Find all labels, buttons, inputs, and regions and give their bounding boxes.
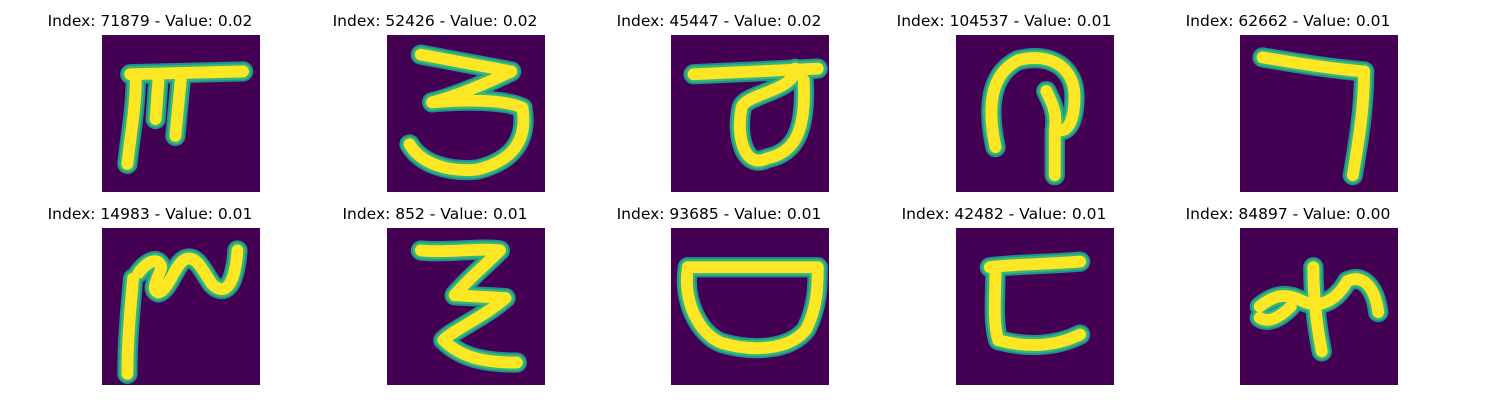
digit-image (671, 228, 829, 385)
sample-cell: Index: 62662 - Value: 0.01 (1138, 0, 1438, 193)
glyph-stroke (127, 278, 133, 373)
sample-title: Index: 14983 - Value: 0.01 (0, 205, 300, 223)
glyph-stroke (156, 80, 159, 119)
digit-image (102, 228, 260, 385)
glyph-stroke (130, 71, 243, 74)
digit-image (387, 228, 545, 385)
sample-title: Index: 852 - Value: 0.01 (285, 205, 585, 223)
digit-image (387, 35, 545, 192)
digit-image (671, 35, 829, 192)
sample-cell: Index: 45447 - Value: 0.02 (569, 0, 869, 193)
sample-cell: Index: 84897 - Value: 0.00 (1138, 193, 1438, 386)
sample-cell: Index: 42482 - Value: 0.01 (854, 193, 1154, 386)
sample-title: Index: 93685 - Value: 0.01 (569, 205, 869, 223)
glyph-stroke (175, 77, 181, 136)
sample-title: Index: 84897 - Value: 0.00 (1138, 205, 1438, 223)
sample-title: Index: 42482 - Value: 0.01 (854, 205, 1154, 223)
digit-image (102, 35, 260, 192)
sample-title: Index: 71879 - Value: 0.02 (0, 12, 300, 30)
sample-title: Index: 62662 - Value: 0.01 (1138, 12, 1438, 30)
glyph-stroke (421, 250, 500, 252)
sample-title: Index: 45447 - Value: 0.02 (569, 12, 869, 30)
digit-image (956, 228, 1114, 385)
sample-cell: Index: 52426 - Value: 0.02 (285, 0, 585, 193)
image-background (956, 228, 1114, 385)
digit-image (1240, 228, 1398, 385)
digit-image (956, 35, 1114, 192)
sample-title: Index: 52426 - Value: 0.02 (285, 12, 585, 30)
sample-cell: Index: 852 - Value: 0.01 (285, 193, 585, 386)
digit-image (1240, 35, 1398, 192)
sample-cell: Index: 14983 - Value: 0.01 (0, 193, 300, 386)
sample-title: Index: 104537 - Value: 0.01 (854, 12, 1154, 30)
sample-cell: Index: 71879 - Value: 0.02 (0, 0, 300, 193)
glyph-stroke (990, 262, 1080, 268)
glyph-stroke (995, 267, 999, 340)
sample-cell: Index: 93685 - Value: 0.01 (569, 193, 869, 386)
sample-cell: Index: 104537 - Value: 0.01 (854, 0, 1154, 193)
